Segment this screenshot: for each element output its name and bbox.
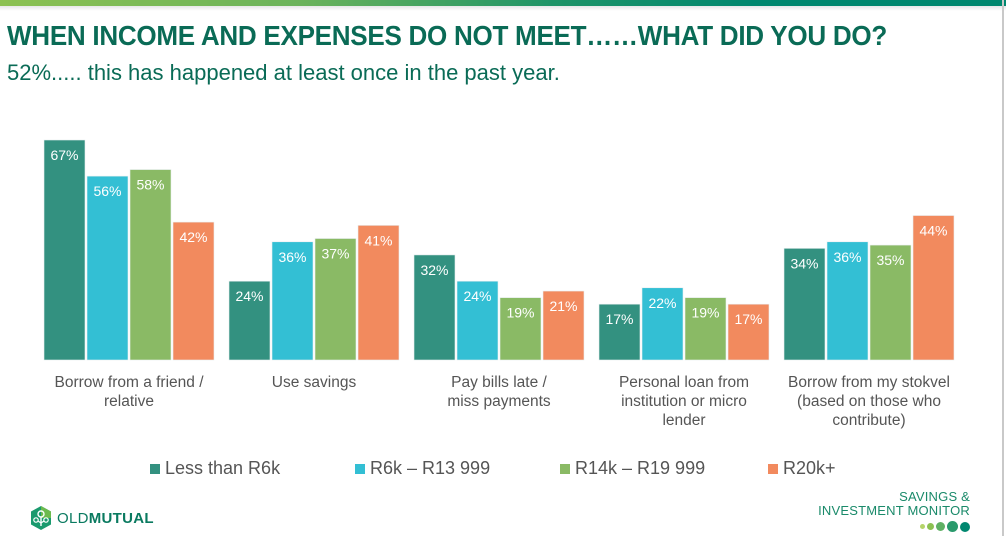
bar-group: 67% 56% 58% 42% [43, 139, 215, 361]
monitor-dot [927, 523, 934, 530]
top-accent-bar [0, 0, 1006, 6]
brand-light: OLD [57, 509, 89, 527]
bar [357, 225, 400, 361]
old-mutual-emblem-icon [31, 506, 51, 530]
data-label: 21% [549, 298, 577, 314]
category-label-line: (based on those who [797, 393, 941, 410]
bar [499, 297, 542, 361]
legend-item: R6k – R13 999 [355, 458, 490, 479]
category-label-line: Use savings [271, 374, 357, 391]
data-label: 22% [648, 295, 676, 311]
category-label-line: relative [104, 393, 154, 410]
bar [271, 241, 314, 361]
category-label-line: Borrow from a friend / [54, 374, 204, 391]
bar [129, 169, 172, 361]
data-label: 17% [734, 311, 762, 327]
legend-label: R6k – R13 999 [370, 458, 491, 478]
monitor-dot [960, 521, 970, 532]
bar [783, 248, 826, 361]
monitor-dot [920, 524, 925, 529]
data-label: 56% [93, 183, 121, 199]
category-label: Personal loan from institution or micro le… [589, 373, 779, 430]
slide-subtitle: 52%..... this has happened at least once… [7, 60, 560, 85]
monitor-dot [936, 522, 945, 531]
bar [314, 238, 357, 361]
legend-label: Less than R6k [165, 458, 281, 478]
category-label-line: Pay bills late / [451, 374, 547, 391]
bar [826, 241, 869, 361]
data-label: 19% [506, 305, 534, 321]
category-label-line: institution or micro [621, 393, 747, 410]
data-label: 36% [833, 249, 861, 265]
bar [684, 297, 727, 361]
category-label-line: Borrow from my stokvel [788, 374, 950, 391]
bar [598, 303, 641, 361]
monitor-line-1: SAVINGS & [899, 489, 970, 504]
data-label: 36% [278, 249, 306, 265]
monitor-line-2: INVESTMENT MONITOR [818, 503, 970, 518]
slide-edge [1002, 0, 1004, 536]
bar [86, 175, 129, 361]
data-label: 67% [50, 147, 78, 163]
category-label: Borrow from a friend / relative [34, 373, 224, 411]
category-label-line: contribute) [832, 412, 906, 429]
bar [43, 139, 86, 361]
data-label: 24% [235, 288, 263, 304]
bar [456, 280, 499, 361]
monitor-dot [947, 521, 958, 532]
data-label: 44% [919, 223, 947, 239]
data-label: 37% [321, 246, 349, 262]
data-label: 41% [364, 232, 392, 248]
bar [228, 280, 271, 361]
legend-swatch [150, 463, 160, 474]
legend-label: R14k – R19 999 [575, 458, 706, 478]
category-label-line: Personal loan from [618, 374, 750, 391]
bar-group: 17% 22% 19% 17% [598, 287, 770, 361]
category-label-line: lender [662, 412, 706, 429]
data-label: 42% [179, 229, 207, 245]
old-mutual-logo: OLDMUTUAL [30, 506, 154, 530]
slide-title: WHEN INCOME AND EXPENSES DO NOT MEET……WH… [7, 20, 887, 51]
bar [413, 254, 456, 361]
monitor-dots-icon [818, 521, 970, 532]
legend-item: R20k+ [768, 458, 836, 479]
legend-swatch [355, 463, 365, 474]
category-label: Use savings [219, 373, 409, 392]
bar [912, 215, 955, 361]
category-label-line: miss payments [447, 393, 551, 410]
data-label: 32% [420, 262, 448, 278]
legend-swatch [768, 463, 778, 474]
data-label: 19% [691, 305, 719, 321]
legend-label: R20k+ [783, 458, 836, 478]
data-label: 35% [876, 252, 904, 268]
bar-group: 32% 24% 19% 21% [413, 254, 585, 361]
data-label: 58% [136, 177, 164, 193]
data-label: 17% [605, 311, 633, 327]
bar [641, 287, 684, 361]
category-label: Borrow from my stokvel (based on those wh… [774, 373, 964, 430]
bar [172, 221, 215, 361]
old-mutual-wordmark: OLDMUTUAL [57, 510, 154, 527]
legend-item: Less than R6k [150, 458, 280, 479]
savings-investment-monitor-logo: SAVINGS & INVESTMENT MONITOR [818, 490, 970, 532]
data-label: 24% [463, 288, 491, 304]
bar-group: 34% 36% 35% 44% [783, 215, 955, 361]
bar-group: 24% 36% 37% 41% [228, 225, 400, 361]
bar [869, 244, 912, 361]
top-accent-shadow [0, 6, 1006, 11]
brand-bold: MUTUAL [88, 509, 154, 527]
bar [727, 303, 770, 361]
data-label: 34% [790, 255, 818, 271]
category-label: Pay bills late / miss payments [404, 373, 594, 411]
bar [542, 290, 585, 361]
legend-item: R14k – R19 999 [560, 458, 705, 479]
legend-swatch [560, 463, 570, 474]
